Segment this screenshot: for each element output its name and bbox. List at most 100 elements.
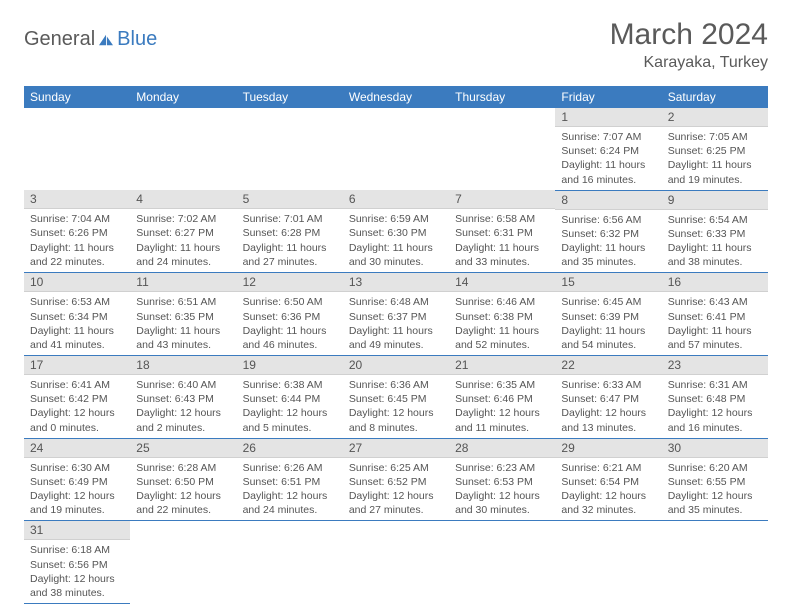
day-detail-line: Sunrise: 6:33 AM bbox=[561, 378, 655, 392]
day-detail-line: Daylight: 11 hours bbox=[561, 324, 655, 338]
day-detail-line: and 33 minutes. bbox=[455, 255, 549, 269]
day-detail-line: Daylight: 11 hours bbox=[668, 241, 762, 255]
calendar-day-cell: 25Sunrise: 6:28 AMSunset: 6:50 PMDayligh… bbox=[130, 438, 236, 521]
day-detail-line: Sunset: 6:31 PM bbox=[455, 226, 549, 240]
day-detail-line: Sunset: 6:48 PM bbox=[668, 392, 762, 406]
day-detail-line: Sunrise: 6:58 AM bbox=[455, 212, 549, 226]
day-detail-line: and 41 minutes. bbox=[30, 338, 124, 352]
day-details: Sunrise: 6:41 AMSunset: 6:42 PMDaylight:… bbox=[24, 375, 130, 438]
day-detail-line: Daylight: 12 hours bbox=[30, 489, 124, 503]
day-detail-line: Daylight: 11 hours bbox=[561, 158, 655, 172]
day-detail-line: Sunrise: 7:01 AM bbox=[243, 212, 337, 226]
day-detail-line: Daylight: 11 hours bbox=[243, 241, 337, 255]
calendar-day-cell: 1Sunrise: 7:07 AMSunset: 6:24 PMDaylight… bbox=[555, 108, 661, 190]
weekday-header: Tuesday bbox=[237, 86, 343, 108]
day-detail-line: Daylight: 11 hours bbox=[349, 241, 443, 255]
calendar-day-cell: 23Sunrise: 6:31 AMSunset: 6:48 PMDayligh… bbox=[662, 356, 768, 439]
day-detail-line: Sunrise: 6:30 AM bbox=[30, 461, 124, 475]
day-details: Sunrise: 6:51 AMSunset: 6:35 PMDaylight:… bbox=[130, 292, 236, 355]
day-detail-line: Sunset: 6:36 PM bbox=[243, 310, 337, 324]
day-detail-line: Daylight: 11 hours bbox=[668, 158, 762, 172]
day-number: 24 bbox=[24, 439, 130, 458]
day-detail-line: Daylight: 12 hours bbox=[136, 489, 230, 503]
calendar-day-cell bbox=[237, 108, 343, 190]
day-details: Sunrise: 6:45 AMSunset: 6:39 PMDaylight:… bbox=[555, 292, 661, 355]
day-detail-line: Sunrise: 6:20 AM bbox=[668, 461, 762, 475]
header: General Blue March 2024 Karayaka, Turkey bbox=[24, 18, 768, 72]
day-number: 13 bbox=[343, 273, 449, 292]
day-detail-line: Daylight: 11 hours bbox=[455, 324, 549, 338]
weekday-header: Thursday bbox=[449, 86, 555, 108]
day-detail-line: Sunset: 6:54 PM bbox=[561, 475, 655, 489]
calendar-day-cell: 6Sunrise: 6:59 AMSunset: 6:30 PMDaylight… bbox=[343, 190, 449, 273]
calendar-day-cell: 29Sunrise: 6:21 AMSunset: 6:54 PMDayligh… bbox=[555, 438, 661, 521]
sail-icon bbox=[97, 33, 115, 47]
day-number: 18 bbox=[130, 356, 236, 375]
calendar-day-cell: 19Sunrise: 6:38 AMSunset: 6:44 PMDayligh… bbox=[237, 356, 343, 439]
day-detail-line: Sunrise: 6:50 AM bbox=[243, 295, 337, 309]
day-details: Sunrise: 6:58 AMSunset: 6:31 PMDaylight:… bbox=[449, 209, 555, 272]
day-number: 4 bbox=[130, 190, 236, 209]
calendar-week-row: 1Sunrise: 7:07 AMSunset: 6:24 PMDaylight… bbox=[24, 108, 768, 190]
day-number: 1 bbox=[555, 108, 661, 127]
weekday-header: Wednesday bbox=[343, 86, 449, 108]
day-number: 15 bbox=[555, 273, 661, 292]
day-details: Sunrise: 6:50 AMSunset: 6:36 PMDaylight:… bbox=[237, 292, 343, 355]
day-details: Sunrise: 6:59 AMSunset: 6:30 PMDaylight:… bbox=[343, 209, 449, 272]
day-detail-line: Sunset: 6:30 PM bbox=[349, 226, 443, 240]
logo: General Blue bbox=[24, 28, 157, 51]
calendar-day-cell bbox=[237, 521, 343, 604]
day-details: Sunrise: 6:25 AMSunset: 6:52 PMDaylight:… bbox=[343, 458, 449, 521]
day-detail-line: Sunrise: 6:26 AM bbox=[243, 461, 337, 475]
day-detail-line: Sunset: 6:35 PM bbox=[136, 310, 230, 324]
day-detail-line: Sunset: 6:49 PM bbox=[30, 475, 124, 489]
day-detail-line: and 30 minutes. bbox=[455, 503, 549, 517]
day-detail-line: Sunrise: 7:04 AM bbox=[30, 212, 124, 226]
day-detail-line: Sunset: 6:38 PM bbox=[455, 310, 549, 324]
day-number: 5 bbox=[237, 190, 343, 209]
day-detail-line: and 27 minutes. bbox=[349, 503, 443, 517]
calendar-week-row: 24Sunrise: 6:30 AMSunset: 6:49 PMDayligh… bbox=[24, 438, 768, 521]
day-detail-line: Sunrise: 6:46 AM bbox=[455, 295, 549, 309]
weekday-header: Monday bbox=[130, 86, 236, 108]
day-detail-line: Daylight: 11 hours bbox=[136, 324, 230, 338]
day-number: 28 bbox=[449, 439, 555, 458]
day-detail-line: Sunset: 6:47 PM bbox=[561, 392, 655, 406]
day-details: Sunrise: 6:38 AMSunset: 6:44 PMDaylight:… bbox=[237, 375, 343, 438]
calendar-day-cell: 8Sunrise: 6:56 AMSunset: 6:32 PMDaylight… bbox=[555, 190, 661, 273]
day-detail-line: Sunset: 6:45 PM bbox=[349, 392, 443, 406]
calendar-table: SundayMondayTuesdayWednesdayThursdayFrid… bbox=[24, 86, 768, 604]
day-number: 21 bbox=[449, 356, 555, 375]
day-detail-line: Sunset: 6:41 PM bbox=[668, 310, 762, 324]
day-detail-line: and 2 minutes. bbox=[136, 421, 230, 435]
day-detail-line: Daylight: 11 hours bbox=[136, 241, 230, 255]
day-detail-line: Sunset: 6:51 PM bbox=[243, 475, 337, 489]
day-number: 11 bbox=[130, 273, 236, 292]
day-detail-line: Daylight: 12 hours bbox=[30, 572, 124, 586]
day-detail-line: Sunset: 6:43 PM bbox=[136, 392, 230, 406]
day-detail-line: Sunrise: 6:53 AM bbox=[30, 295, 124, 309]
day-detail-line: and 54 minutes. bbox=[561, 338, 655, 352]
day-number: 2 bbox=[662, 108, 768, 127]
day-details: Sunrise: 6:54 AMSunset: 6:33 PMDaylight:… bbox=[662, 210, 768, 273]
day-detail-line: Sunrise: 6:25 AM bbox=[349, 461, 443, 475]
day-detail-line: Daylight: 12 hours bbox=[455, 489, 549, 503]
calendar-day-cell: 18Sunrise: 6:40 AMSunset: 6:43 PMDayligh… bbox=[130, 356, 236, 439]
day-detail-line: Sunset: 6:37 PM bbox=[349, 310, 443, 324]
day-details: Sunrise: 6:30 AMSunset: 6:49 PMDaylight:… bbox=[24, 458, 130, 521]
day-details: Sunrise: 7:02 AMSunset: 6:27 PMDaylight:… bbox=[130, 209, 236, 272]
day-detail-line: Sunrise: 7:05 AM bbox=[668, 130, 762, 144]
day-detail-line: Sunrise: 6:48 AM bbox=[349, 295, 443, 309]
day-details: Sunrise: 6:21 AMSunset: 6:54 PMDaylight:… bbox=[555, 458, 661, 521]
day-number: 29 bbox=[555, 439, 661, 458]
day-details: Sunrise: 6:31 AMSunset: 6:48 PMDaylight:… bbox=[662, 375, 768, 438]
day-details: Sunrise: 6:18 AMSunset: 6:56 PMDaylight:… bbox=[24, 540, 130, 603]
calendar-day-cell: 3Sunrise: 7:04 AMSunset: 6:26 PMDaylight… bbox=[24, 190, 130, 273]
day-detail-line: Daylight: 12 hours bbox=[561, 489, 655, 503]
calendar-week-row: 17Sunrise: 6:41 AMSunset: 6:42 PMDayligh… bbox=[24, 356, 768, 439]
day-detail-line: Sunset: 6:27 PM bbox=[136, 226, 230, 240]
calendar-day-cell bbox=[662, 521, 768, 604]
day-details: Sunrise: 6:28 AMSunset: 6:50 PMDaylight:… bbox=[130, 458, 236, 521]
calendar-day-cell bbox=[130, 521, 236, 604]
day-detail-line: Sunset: 6:44 PM bbox=[243, 392, 337, 406]
